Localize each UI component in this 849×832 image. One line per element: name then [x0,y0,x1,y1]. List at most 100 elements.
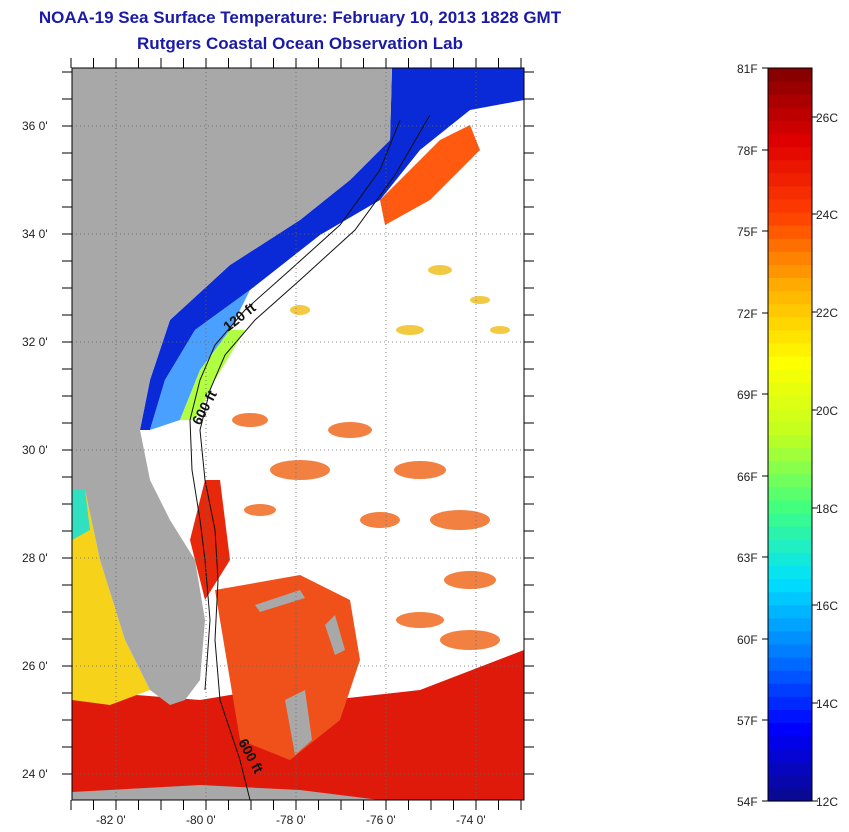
colorbar-band [768,643,812,658]
colorbar-band [768,460,812,475]
gulf-stream-band [190,480,230,600]
bahamas-warm-waters [215,575,360,760]
colorbar-c-label: 20C [816,404,838,418]
colorbar-band [768,355,812,370]
lon-label: -80 0' [186,813,216,827]
colorbar-f-label: 69F [737,388,758,402]
colorbar-band [768,185,812,200]
colorbar-f-label: 63F [737,551,758,565]
colorbar-band [768,238,812,252]
lat-label: 28 0' [22,551,48,565]
colorbar-band [768,761,812,776]
colorbar-band [768,696,812,710]
colorbar-band [768,657,812,671]
lon-label: -82 0' [96,813,126,827]
lat-label: 24 0' [22,767,48,781]
colorbar-c-label: 16C [816,599,838,613]
colorbar-f-label: 72F [737,307,758,321]
map-gridlines [72,68,524,800]
us-mainland-land [72,68,392,705]
colorbar-f-label: 57F [737,714,758,728]
latitude-labels: 36 0' 34 0' 32 0' 30 0' 28 0' 26 0' 24 0… [22,119,48,781]
colorbar-band [768,709,812,724]
colorbar-frame [767,67,813,802]
gulf-coast-water-cool [72,490,90,540]
colorbar-f-label: 81F [737,62,758,76]
colorbar-band [768,735,812,750]
colorbar-band [768,473,812,488]
colorbar-c-label: 12C [816,795,838,809]
colorbar-band [768,617,812,632]
colorbar-band [768,421,812,436]
nearshore-green [180,330,245,420]
colorbar-band [768,159,812,174]
colorbar-band [768,539,812,553]
lat-label: 36 0' [22,119,48,133]
cuba-land [72,785,380,800]
lon-label: -78 0' [276,813,306,827]
bahamas-andros [285,690,312,755]
colorbar-band [768,81,812,95]
bathymetry-contour-120ft [189,119,401,691]
cool-shelf-fringe [150,290,250,430]
colorbar-band [768,434,812,449]
colorbar-band [768,526,812,540]
colorbar-band [768,486,812,501]
colorbar-band [768,303,812,318]
cold-shelf-water [140,68,524,430]
colorbar-band [768,499,812,514]
colorbar-band [768,94,812,108]
lat-label: 32 0' [22,335,48,349]
colorbar-band [768,748,812,763]
colorbar-band [768,342,812,357]
colorbar-f-label: 78F [737,144,758,158]
colorbar-band [768,251,812,265]
colorbar-band [768,447,812,462]
map-tick-marks [62,58,534,810]
bahamas-grand-bahama [255,590,305,612]
colorbar-fahrenheit-labels: 81F 78F 75F 72F 69F 66F 63F 60F 57F 54F [737,62,758,809]
map-title: NOAA-19 Sea Surface Temperature: Februar… [38,8,562,27]
colorbar-band [768,68,812,82]
colorbar-band [768,774,812,789]
map-subtitle: Rutgers Coastal Ocean Observation Lab [137,34,463,53]
colorbar-band [768,382,812,396]
colorbar-c-label: 26C [816,111,838,125]
colorbar-band [768,630,812,645]
colorbar-band [768,316,812,331]
colorbar-band [768,120,812,135]
colorbar-band [768,565,812,580]
colorbar-c-label: 22C [816,306,838,320]
gulf-coast-water [72,490,150,705]
bathymetry-contour-600ft [199,114,431,800]
scattered-sst-patches [232,413,500,650]
lon-label: -76 0' [366,813,396,827]
colorbar-ticks [762,67,818,802]
colorbar-band [768,787,812,802]
colorbar-f-label: 75F [737,225,758,239]
colorbar-band [768,395,812,409]
scattered-yellow-patches [290,265,510,335]
map-frame [71,67,525,801]
colorbar-f-label: 54F [737,795,758,809]
colorbar-band [768,107,812,121]
colorbar-band [768,211,812,226]
colorbar-band [768,591,812,606]
colorbar-c-label: 24C [816,208,838,222]
colorbar-band [768,513,812,527]
colorbar-band [768,683,812,697]
gulf-stream-north [380,125,480,225]
colorbar-celsius-labels: 26C 24C 22C 20C 18C 16C 14C 12C [816,111,838,809]
colorbar-band [768,277,812,292]
lat-label: 30 0' [22,443,48,457]
colorbar-band [768,225,812,239]
colorbar-f-label: 66F [737,470,758,484]
lon-label: -74 0' [456,813,486,827]
colorbar-band [768,408,812,423]
colorbar-f-label: 60F [737,633,758,647]
colorbar-c-label: 18C [816,502,838,516]
temperature-colorbar: 81F 78F 75F 72F 69F 66F 63F 60F 57F 54F … [737,62,838,809]
colorbar-band [768,369,812,383]
colorbar-band [768,172,812,187]
